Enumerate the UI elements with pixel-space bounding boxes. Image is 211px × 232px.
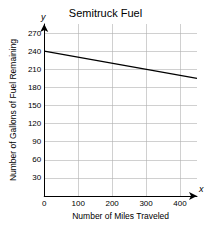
svg-text:270: 270 [28, 29, 42, 38]
svg-text:Number of Gallons of Fuel Rema: Number of Gallons of Fuel Remaining [8, 39, 18, 181]
svg-text:300: 300 [139, 199, 153, 208]
svg-text:x: x [198, 184, 204, 194]
svg-text:180: 180 [28, 83, 42, 92]
svg-text:240: 240 [28, 47, 42, 56]
svg-text:150: 150 [28, 101, 42, 110]
svg-text:210: 210 [28, 65, 42, 74]
svg-text:y: y [40, 12, 46, 22]
svg-text:Semitruck Fuel: Semitruck Fuel [69, 7, 142, 19]
svg-text:120: 120 [28, 119, 42, 128]
svg-text:30: 30 [32, 173, 41, 182]
svg-text:200: 200 [105, 199, 119, 208]
svg-text:60: 60 [32, 155, 41, 164]
svg-text:Number of Miles Traveled: Number of Miles Traveled [72, 211, 169, 221]
svg-text:90: 90 [32, 137, 41, 146]
svg-text:100: 100 [72, 199, 86, 208]
svg-text:0: 0 [42, 199, 47, 208]
svg-text:400: 400 [173, 199, 187, 208]
